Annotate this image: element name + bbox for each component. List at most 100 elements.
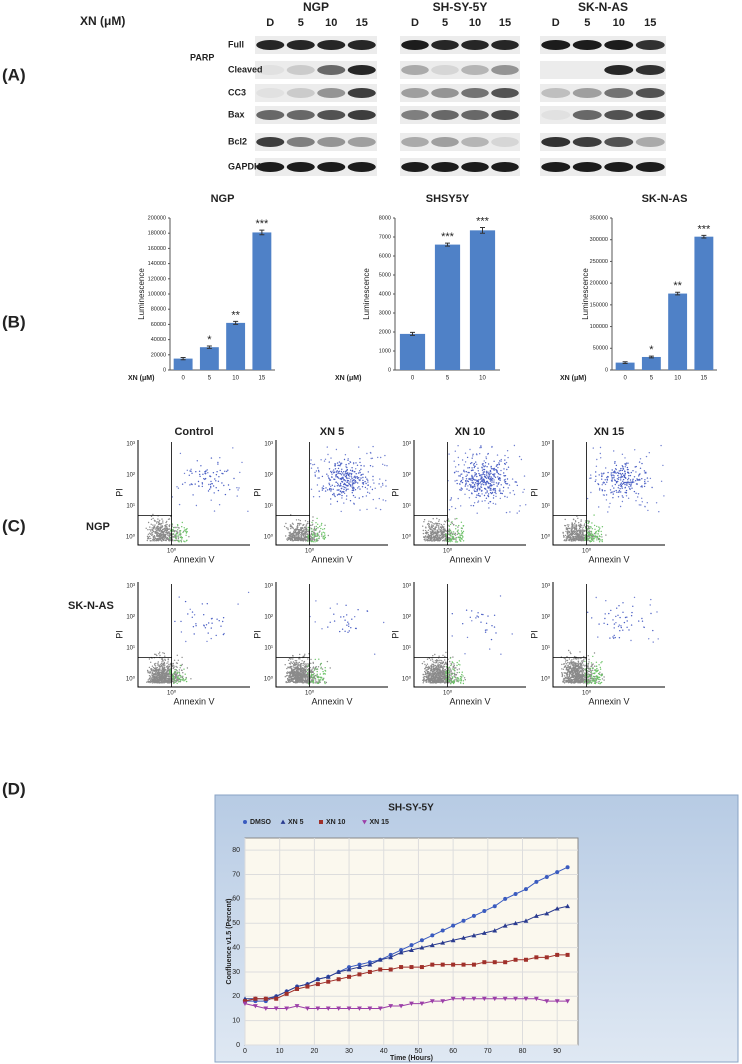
event-dot: [176, 674, 178, 676]
event-dot: [291, 522, 294, 524]
event-dot: [290, 662, 292, 664]
event-dot: [343, 490, 345, 493]
event-dot: [293, 533, 295, 535]
y-tick-label: 150000: [590, 302, 608, 308]
event-dot: [312, 666, 315, 668]
event-dot: [590, 540, 593, 542]
event-dot: [295, 667, 297, 669]
event-dot: [298, 669, 300, 671]
event-dot: [146, 681, 148, 683]
x-tick-label: 70: [484, 1048, 492, 1055]
event-dot: [501, 492, 503, 495]
event-dot: [598, 535, 601, 537]
event-dot: [630, 484, 632, 486]
event-dot: [621, 483, 623, 485]
event-dot: [306, 522, 308, 525]
event-dot: [566, 524, 569, 526]
event-dot: [496, 464, 498, 466]
blot-strip: [255, 36, 377, 54]
event-dot: [431, 530, 434, 532]
blot-band: [541, 40, 571, 50]
event-dot: [337, 489, 340, 491]
event-dot: [567, 535, 570, 538]
event-dot: [316, 670, 318, 673]
event-dot: [304, 520, 307, 522]
event-dot: [434, 528, 436, 531]
event-dot: [344, 630, 346, 632]
event-dot: [318, 680, 321, 683]
event-dot: [210, 487, 212, 489]
event-dot: [175, 679, 177, 682]
event-dot: [606, 478, 608, 480]
event-dot: [468, 483, 471, 486]
event-dot: [638, 479, 640, 481]
event-dot: [628, 486, 630, 488]
event-dot: [504, 495, 506, 498]
event-dot: [511, 478, 514, 480]
event-dot: [203, 625, 205, 627]
event-dot: [477, 482, 479, 485]
event-dot: [362, 473, 364, 475]
event-dot: [333, 472, 335, 474]
marker: [388, 952, 393, 957]
event-dot: [189, 484, 191, 486]
event-dot: [164, 539, 167, 541]
event-dot: [159, 666, 162, 668]
event-dot: [162, 522, 164, 524]
event-dot: [576, 538, 579, 540]
event-dot: [440, 532, 442, 534]
event-dot: [593, 514, 595, 516]
event-dot: [212, 472, 215, 474]
event-dot: [172, 663, 174, 665]
event-dot: [301, 675, 303, 678]
event-dot: [605, 494, 608, 496]
event-dot: [331, 473, 333, 475]
event-dot: [169, 537, 171, 539]
event-dot: [454, 507, 457, 510]
event-dot: [448, 533, 451, 535]
event-dot: [159, 538, 162, 540]
event-dot: [569, 527, 571, 530]
event-dot: [634, 466, 636, 468]
event-dot: [312, 464, 314, 466]
event-dot: [438, 523, 441, 525]
lane-label: 10: [613, 17, 625, 29]
blot-row-label: Bax: [228, 109, 245, 119]
event-dot: [330, 498, 332, 500]
event-dot: [181, 656, 183, 659]
marker: [461, 935, 466, 940]
event-dot: [499, 478, 501, 480]
event-dot: [580, 538, 583, 540]
legend-label: DMSO: [250, 819, 272, 826]
y-tick-label: 10¹: [126, 646, 135, 652]
event-dot: [311, 521, 313, 524]
marker: [284, 991, 289, 996]
event-dot: [498, 490, 500, 492]
event-dot: [168, 525, 171, 528]
event-dot: [583, 529, 585, 531]
blot-band: [635, 162, 665, 172]
event-dot: [646, 502, 648, 504]
event-dot: [438, 529, 440, 531]
marker: [440, 928, 445, 933]
event-dot: [362, 479, 364, 482]
event-dot: [329, 621, 331, 623]
y-tick-label: 1000: [379, 348, 391, 354]
event-dot: [323, 528, 326, 530]
event-dot: [440, 536, 443, 539]
event-dot: [620, 479, 622, 481]
event-dot: [351, 467, 353, 469]
blot-strip: [540, 158, 666, 176]
marker: [367, 969, 372, 974]
event-dot: [149, 540, 151, 542]
event-dot: [345, 487, 347, 489]
event-dot: [302, 655, 304, 658]
event-dot: [310, 675, 312, 678]
event-dot: [295, 539, 298, 541]
event-dot: [290, 527, 292, 530]
event-dot: [316, 484, 319, 486]
event-dot: [297, 662, 299, 664]
event-dot: [660, 480, 663, 482]
event-dot: [621, 500, 624, 503]
event-dot: [453, 471, 456, 474]
